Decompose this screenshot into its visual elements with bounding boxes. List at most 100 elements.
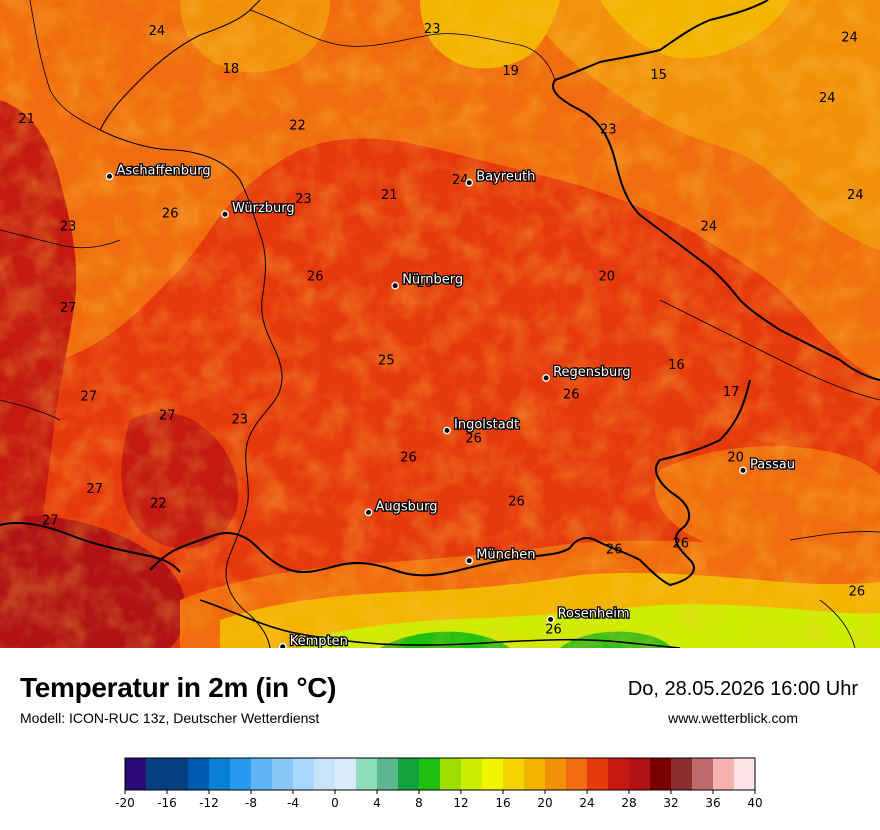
border-north-states [249, 9, 556, 81]
forecast-datetime: Do, 28.05.2026 16:00 Uhr [627, 678, 858, 700]
legend-swatch [209, 758, 231, 790]
temperature-value: 24 [819, 91, 836, 106]
temperature-value: 21 [381, 188, 398, 203]
borders [0, 0, 880, 648]
temperature-value: 23 [600, 123, 617, 138]
border-italy [199, 599, 681, 648]
legend-swatch [125, 758, 147, 790]
city-aschaffenburg[interactable]: Aschaffenburg [105, 162, 212, 181]
legend-tick-label: 24 [579, 796, 594, 810]
city-marker [391, 281, 400, 290]
city-label: Nürnberg [402, 273, 463, 288]
legend-swatch [356, 758, 378, 790]
color-legend: -20 -16 -12 -8 -4 0 4 8 12 16 20 24 28 32 36 40 [115, 757, 763, 810]
city-label: Aschaffenburg [117, 163, 211, 178]
legend-frame [124, 757, 756, 791]
legend-tick-label: 12 [453, 796, 468, 810]
city-label: Ingolstadt [454, 418, 519, 433]
city-regensburg[interactable]: Regensburg [542, 364, 632, 382]
temperature-value: 27 [81, 389, 98, 404]
temperature-value: 25 [417, 276, 434, 291]
city-label: Würzburg [232, 201, 295, 216]
legend-swatch [608, 758, 630, 790]
city-ingolstadt[interactable]: Ingolstadt [443, 416, 520, 435]
city-marker [546, 615, 555, 624]
city-marker [465, 556, 474, 565]
legend-swatch [461, 758, 483, 790]
legend-swatch [629, 758, 651, 790]
temperature-value: 23 [424, 22, 441, 37]
legend-swatch [482, 758, 504, 790]
city-label: München [476, 548, 535, 563]
website-link[interactable]: www.wetterblick.com [668, 710, 798, 726]
temperature-value: 27 [159, 408, 176, 423]
city-label: Kempten [290, 634, 348, 648]
temperature-value: 15 [650, 68, 667, 83]
map-title: Temperatur in 2m (in °C) [20, 672, 337, 703]
temperature-value: 26 [563, 387, 580, 402]
legend-tick-label: 0 [331, 796, 339, 810]
legend-swatch [188, 758, 210, 790]
temperature-value: 20 [119, 165, 136, 180]
legend-tick-label: -12 [199, 796, 219, 810]
legend-tick-label: 36 [705, 796, 720, 810]
border-austria [149, 379, 751, 587]
city-nürnberg[interactable]: Nürnberg [391, 271, 464, 290]
legend-swatch [419, 758, 441, 790]
city-label: Passau [750, 457, 795, 472]
temperature-value: 26 [162, 207, 179, 222]
legend-swatch [587, 758, 609, 790]
legend-tick-label: 20 [537, 796, 552, 810]
city-kempten[interactable]: Kempten [278, 632, 349, 648]
city-marker [542, 374, 550, 382]
city-münchen[interactable]: München [465, 546, 537, 565]
temperature-value: 24 [149, 24, 166, 39]
legend-swatch [503, 758, 525, 790]
legend-swatch [167, 758, 189, 790]
state-border-bavaria [99, 129, 283, 648]
legend-tick-label: -20 [115, 796, 135, 810]
legend-swatch [566, 758, 588, 790]
temperature-value: 17 [723, 385, 740, 400]
border-czech [552, 0, 880, 381]
temperature-value: 26 [606, 543, 623, 558]
temperature-value: 24 [701, 219, 718, 234]
temperature-value: 19 [502, 64, 519, 79]
legend-swatch [398, 758, 420, 790]
city-label: Regensburg [553, 365, 631, 380]
temperature-value: 25 [378, 354, 395, 369]
border-west-states [0, 0, 121, 421]
legend-tick-label: 4 [373, 796, 381, 810]
city-würzburg[interactable]: Würzburg [221, 200, 296, 219]
legend-swatch [440, 758, 462, 790]
legend-swatch [272, 758, 294, 790]
temperature-value: 26 [849, 585, 866, 600]
legend-swatch [251, 758, 273, 790]
city-augsburg[interactable]: Augsburg [364, 498, 439, 517]
city-rosenheim[interactable]: Rosenheim [546, 605, 631, 624]
map-footer: Temperatur in 2m (in °C) Modell: ICON-RU… [0, 648, 880, 830]
legend-tick-label: 32 [663, 796, 678, 810]
city-marker [105, 172, 114, 181]
city-bayreuth[interactable]: Bayreuth [465, 168, 537, 187]
temperature-value: 26 [465, 431, 482, 446]
state-border-bavaria-north [99, 0, 261, 131]
border-austria-internal [659, 299, 880, 648]
legend-swatch [146, 758, 168, 790]
city-marker [278, 642, 287, 648]
temperature-value: 21 [18, 112, 35, 127]
temperature-value: 26 [545, 623, 562, 638]
legend-swatch [230, 758, 252, 790]
city-marker [443, 426, 451, 435]
city-label: Rosenheim [558, 607, 630, 622]
border-switzerland [0, 522, 181, 573]
legend-tick-label: -4 [287, 796, 299, 810]
temperature-value: 22 [289, 119, 306, 134]
legend-swatch [314, 758, 336, 790]
city-marker [221, 210, 229, 219]
temperature-value: 26 [400, 450, 417, 465]
legend-swatch [671, 758, 693, 790]
legend-tick-label: 40 [747, 796, 762, 810]
city-passau[interactable]: Passau [739, 456, 796, 475]
legend-tick-label: 16 [495, 796, 510, 810]
